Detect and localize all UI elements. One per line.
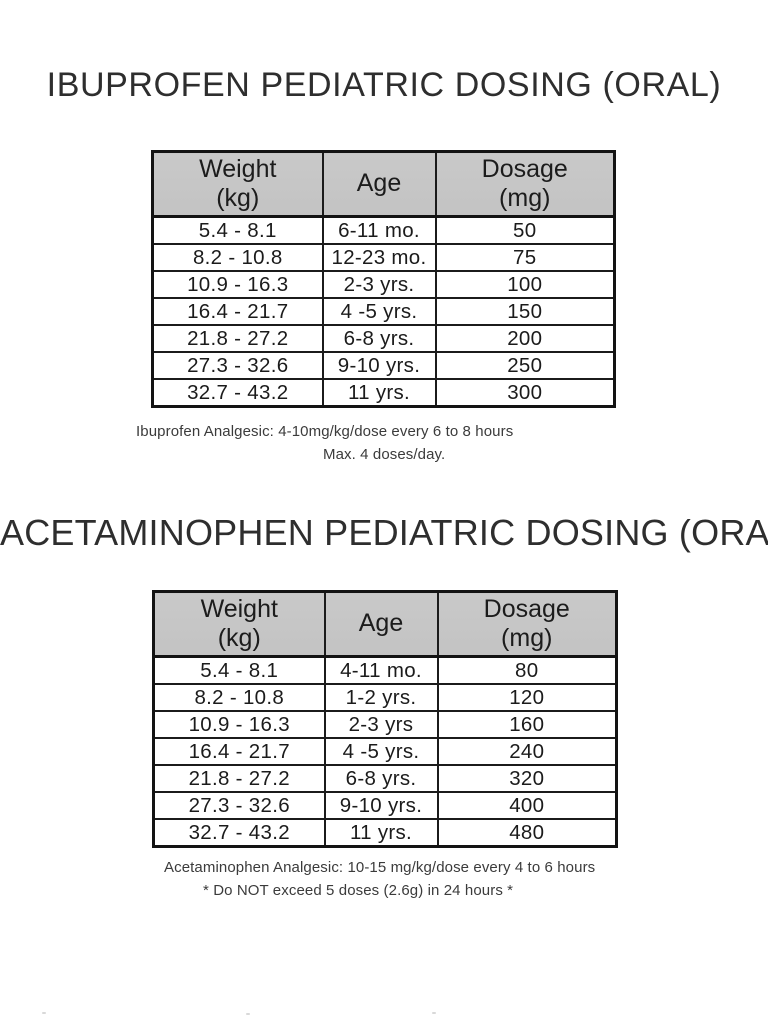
weight-cell: 8.2 - 10.8	[151, 243, 324, 272]
scan-artifact-speck	[42, 1012, 46, 1014]
age-cell: 12-23 mo.	[321, 243, 437, 272]
weight-cell: 10.9 - 16.3	[152, 710, 326, 739]
age-column-header: Age	[321, 150, 437, 218]
table-row: 27.3 - 32.6 9-10 yrs. 250	[151, 351, 616, 380]
dosage-cell: 150	[434, 297, 616, 326]
age-cell: 1-2 yrs.	[323, 683, 439, 712]
table-row: 32.7 - 43.2 11 yrs. 480	[152, 818, 618, 848]
weight-cell: 32.7 - 43.2	[151, 378, 324, 408]
table-header-row: Weight (kg) Age Dosage (mg)	[152, 590, 618, 658]
age-cell: 2-3 yrs.	[321, 270, 437, 299]
weight-cell: 8.2 - 10.8	[152, 683, 326, 712]
scan-artifact-speck	[246, 1013, 250, 1015]
dosage-cell: 320	[436, 764, 618, 793]
acetaminophen-note-line2: * Do NOT exceed 5 doses (2.6g) in 24 hou…	[203, 882, 514, 899]
age-cell: 2-3 yrs	[323, 710, 439, 739]
weight-cell: 21.8 - 27.2	[151, 324, 324, 353]
age-cell: 11 yrs.	[321, 378, 437, 408]
dosage-cell: 300	[434, 378, 616, 408]
weight-column-header: Weight (kg)	[152, 590, 326, 658]
acetaminophen-dosing-table: Weight (kg) Age Dosage (mg) 5.4 - 8.1 4-…	[152, 590, 618, 848]
age-cell: 4 -5 yrs.	[323, 737, 439, 766]
weight-column-header: Weight (kg)	[151, 150, 324, 218]
dosage-cell: 200	[434, 324, 616, 353]
age-cell: 6-11 mo.	[321, 215, 437, 245]
dosage-cell: 80	[436, 655, 618, 685]
table-row: 10.9 - 16.3 2-3 yrs. 100	[151, 270, 616, 299]
weight-cell: 27.3 - 32.6	[152, 791, 326, 820]
table-row: 8.2 - 10.8 12-23 mo. 75	[151, 243, 616, 272]
ibuprofen-note-line2: Max. 4 doses/day.	[323, 446, 446, 463]
dosage-cell: 120	[436, 683, 618, 712]
dosage-cell: 75	[434, 243, 616, 272]
table-row: 8.2 - 10.8 1-2 yrs. 120	[152, 683, 618, 712]
dosage-cell: 400	[436, 791, 618, 820]
acetaminophen-section-title: ACETAMINOPHEN PEDIATRIC DOSING (ORAL)	[0, 512, 768, 553]
acetaminophen-note-line1: Acetaminophen Analgesic: 10-15 mg/kg/dos…	[164, 859, 596, 876]
dosage-cell: 160	[436, 710, 618, 739]
ibuprofen-note-line1: Ibuprofen Analgesic: 4-10mg/kg/dose ever…	[136, 423, 514, 440]
age-cell: 6-8 yrs.	[323, 764, 439, 793]
age-cell: 4-11 mo.	[323, 655, 439, 685]
weight-cell: 27.3 - 32.6	[151, 351, 324, 380]
weight-cell: 5.4 - 8.1	[151, 215, 324, 245]
table-row: 5.4 - 8.1 6-11 mo. 50	[151, 215, 616, 245]
age-column-header: Age	[323, 590, 439, 658]
scan-artifact-speck	[432, 1012, 436, 1014]
table-row: 16.4 - 21.7 4 -5 yrs. 240	[152, 737, 618, 766]
dosage-column-header: Dosage (mg)	[434, 150, 616, 218]
ibuprofen-dosing-table: Weight (kg) Age Dosage (mg) 5.4 - 8.1 6-…	[151, 150, 616, 408]
weight-cell: 5.4 - 8.1	[152, 655, 326, 685]
table-header-row: Weight (kg) Age Dosage (mg)	[151, 150, 616, 218]
dosage-column-header: Dosage (mg)	[436, 590, 618, 658]
table-row: 21.8 - 27.2 6-8 yrs. 200	[151, 324, 616, 353]
dosage-cell: 50	[434, 215, 616, 245]
table-row: 32.7 - 43.2 11 yrs. 300	[151, 378, 616, 408]
table-row: 27.3 - 32.6 9-10 yrs. 400	[152, 791, 618, 820]
weight-cell: 21.8 - 27.2	[152, 764, 326, 793]
table-row: 16.4 - 21.7 4 -5 yrs. 150	[151, 297, 616, 326]
weight-cell: 16.4 - 21.7	[152, 737, 326, 766]
ibuprofen-section-title: IBUPROFEN PEDIATRIC DOSING (ORAL)	[46, 66, 722, 104]
age-cell: 11 yrs.	[323, 818, 439, 848]
weight-cell: 10.9 - 16.3	[151, 270, 324, 299]
dosage-cell: 480	[436, 818, 618, 848]
table-row: 5.4 - 8.1 4-11 mo. 80	[152, 655, 618, 685]
age-cell: 6-8 yrs.	[321, 324, 437, 353]
dosage-cell: 250	[434, 351, 616, 380]
age-cell: 9-10 yrs.	[323, 791, 439, 820]
dosage-cell: 100	[434, 270, 616, 299]
table-row: 21.8 - 27.2 6-8 yrs. 320	[152, 764, 618, 793]
dosage-cell: 240	[436, 737, 618, 766]
weight-cell: 32.7 - 43.2	[152, 818, 326, 848]
table-row: 10.9 - 16.3 2-3 yrs 160	[152, 710, 618, 739]
age-cell: 4 -5 yrs.	[321, 297, 437, 326]
age-cell: 9-10 yrs.	[321, 351, 437, 380]
weight-cell: 16.4 - 21.7	[151, 297, 324, 326]
